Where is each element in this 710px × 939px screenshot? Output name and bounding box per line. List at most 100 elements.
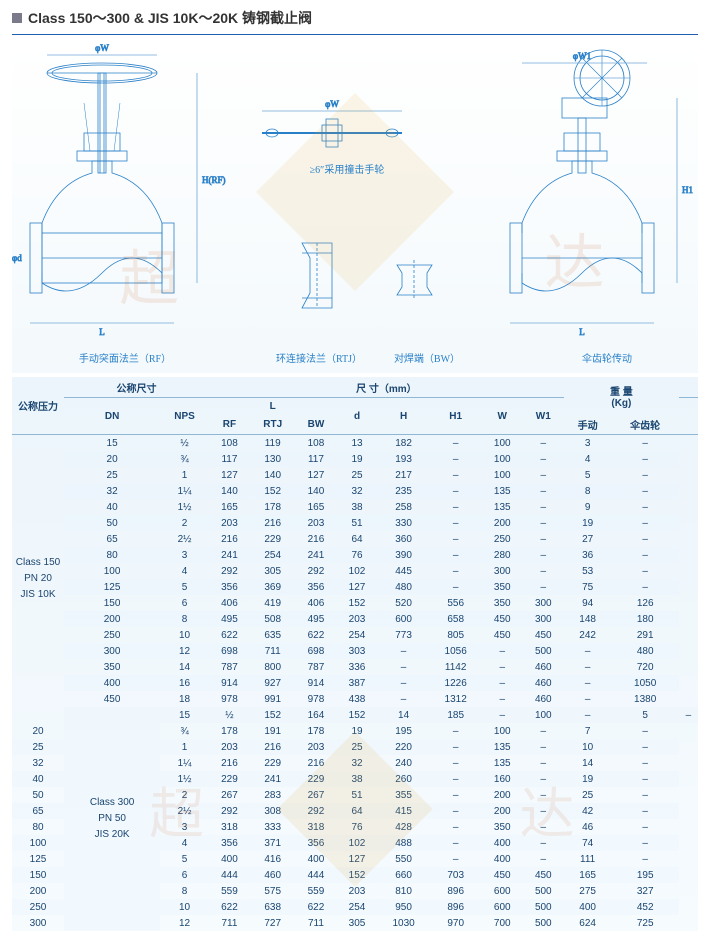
th-manual: 手动 [564, 414, 612, 435]
cell: – [378, 675, 430, 691]
cell: 6 [160, 867, 209, 883]
cell: – [430, 483, 482, 499]
cell: 119 [250, 435, 295, 452]
cell: 488 [378, 835, 430, 851]
cell: 40 [64, 499, 160, 515]
cell: – [430, 723, 482, 739]
cell: 1¼ [160, 755, 209, 771]
cell: – [523, 531, 564, 547]
table-row: 35014787800787336–1142–460–720 [12, 659, 698, 675]
table-row: 50220321620351330–200–19– [12, 515, 698, 531]
cell: 229 [209, 771, 250, 787]
cell: 292 [209, 803, 250, 819]
svg-text:φW: φW [95, 43, 109, 53]
cell: 444 [209, 867, 250, 883]
cell: 291 [611, 627, 678, 643]
cell: 300 [523, 595, 564, 611]
cell: 25 [336, 467, 377, 483]
svg-text:φd: φd [12, 253, 22, 263]
cell: – [564, 675, 612, 691]
cell: 14 [378, 707, 430, 723]
cell: 203 [209, 515, 250, 531]
cell: 460 [523, 691, 564, 707]
cell: – [523, 787, 564, 803]
cell: 203 [295, 739, 336, 755]
cell: – [611, 579, 678, 595]
cell: – [564, 691, 612, 707]
cell: 360 [378, 531, 430, 547]
table-row: Class 150 PN 20 JIS 10K15½10811910813182… [12, 435, 698, 452]
cell: 140 [295, 483, 336, 499]
group-label: Class 300 PN 50 JIS 20K [64, 707, 160, 931]
cell: 75 [564, 579, 612, 595]
table-row: 30012698711698303–1056–500–480 [12, 643, 698, 659]
cell: 102 [336, 835, 377, 851]
cell: – [611, 547, 678, 563]
cell: 216 [209, 755, 250, 771]
cell: – [378, 659, 430, 675]
cell: 805 [430, 627, 482, 643]
cell: 5 [564, 467, 612, 483]
table-row: 652½21622921664360–250–27– [12, 531, 698, 547]
cell: 12 [160, 643, 209, 659]
cell: 5 [160, 851, 209, 867]
cell: 658 [430, 611, 482, 627]
svg-text:L: L [99, 327, 105, 337]
cell: 19 [336, 451, 377, 467]
cell: 698 [295, 643, 336, 659]
cell: – [523, 579, 564, 595]
cell: – [430, 547, 482, 563]
cell: 200 [482, 787, 523, 803]
cell: – [523, 739, 564, 755]
diagram-panel: 超 达 φW [12, 43, 698, 373]
cell: 254 [336, 899, 377, 915]
cell: 203 [295, 515, 336, 531]
cell: 50 [64, 515, 160, 531]
svg-text:H(RF): H(RF) [202, 175, 226, 185]
title-bullet-icon [12, 13, 22, 23]
cell: 773 [378, 627, 430, 643]
cell: 240 [378, 755, 430, 771]
cell: – [523, 515, 564, 531]
cell: 217 [378, 467, 430, 483]
table-row: 321¼14015214032235–135–8– [12, 483, 698, 499]
cell: 5 [160, 579, 209, 595]
th-BW: BW [295, 414, 336, 435]
cell: 100 [482, 723, 523, 739]
cell: 195 [611, 867, 678, 883]
cell: 725 [611, 915, 678, 931]
cell: 216 [250, 515, 295, 531]
cell: 64 [336, 531, 377, 547]
cell: – [430, 739, 482, 755]
cell: 624 [564, 915, 612, 931]
cell: 229 [250, 531, 295, 547]
cell: 195 [378, 723, 430, 739]
cell: 438 [336, 691, 377, 707]
th-nominal: 公称尺寸 [64, 377, 209, 398]
cell: 419 [250, 595, 295, 611]
cell: 300 [523, 611, 564, 627]
cell: – [679, 707, 698, 723]
cell: 164 [295, 707, 336, 723]
cell: 4 [160, 835, 209, 851]
cell: 15 [64, 435, 160, 452]
cell: 292 [209, 563, 250, 579]
cell: 100 [482, 435, 523, 452]
cell: 178 [295, 723, 336, 739]
cell: 280 [482, 547, 523, 563]
cell: 20 [64, 451, 160, 467]
cell: 452 [611, 899, 678, 915]
cell: 180 [611, 611, 678, 627]
th-d: d [336, 398, 377, 435]
cell: 500 [523, 899, 564, 915]
cell: 152 [336, 707, 377, 723]
cell: 242 [564, 627, 612, 643]
cell: 495 [209, 611, 250, 627]
cell: 1380 [611, 691, 678, 707]
cell: 400 [564, 899, 612, 915]
cell: 1 [160, 739, 209, 755]
cell: 787 [295, 659, 336, 675]
cell: 42 [564, 803, 612, 819]
cell: – [611, 563, 678, 579]
cell: 292 [295, 563, 336, 579]
